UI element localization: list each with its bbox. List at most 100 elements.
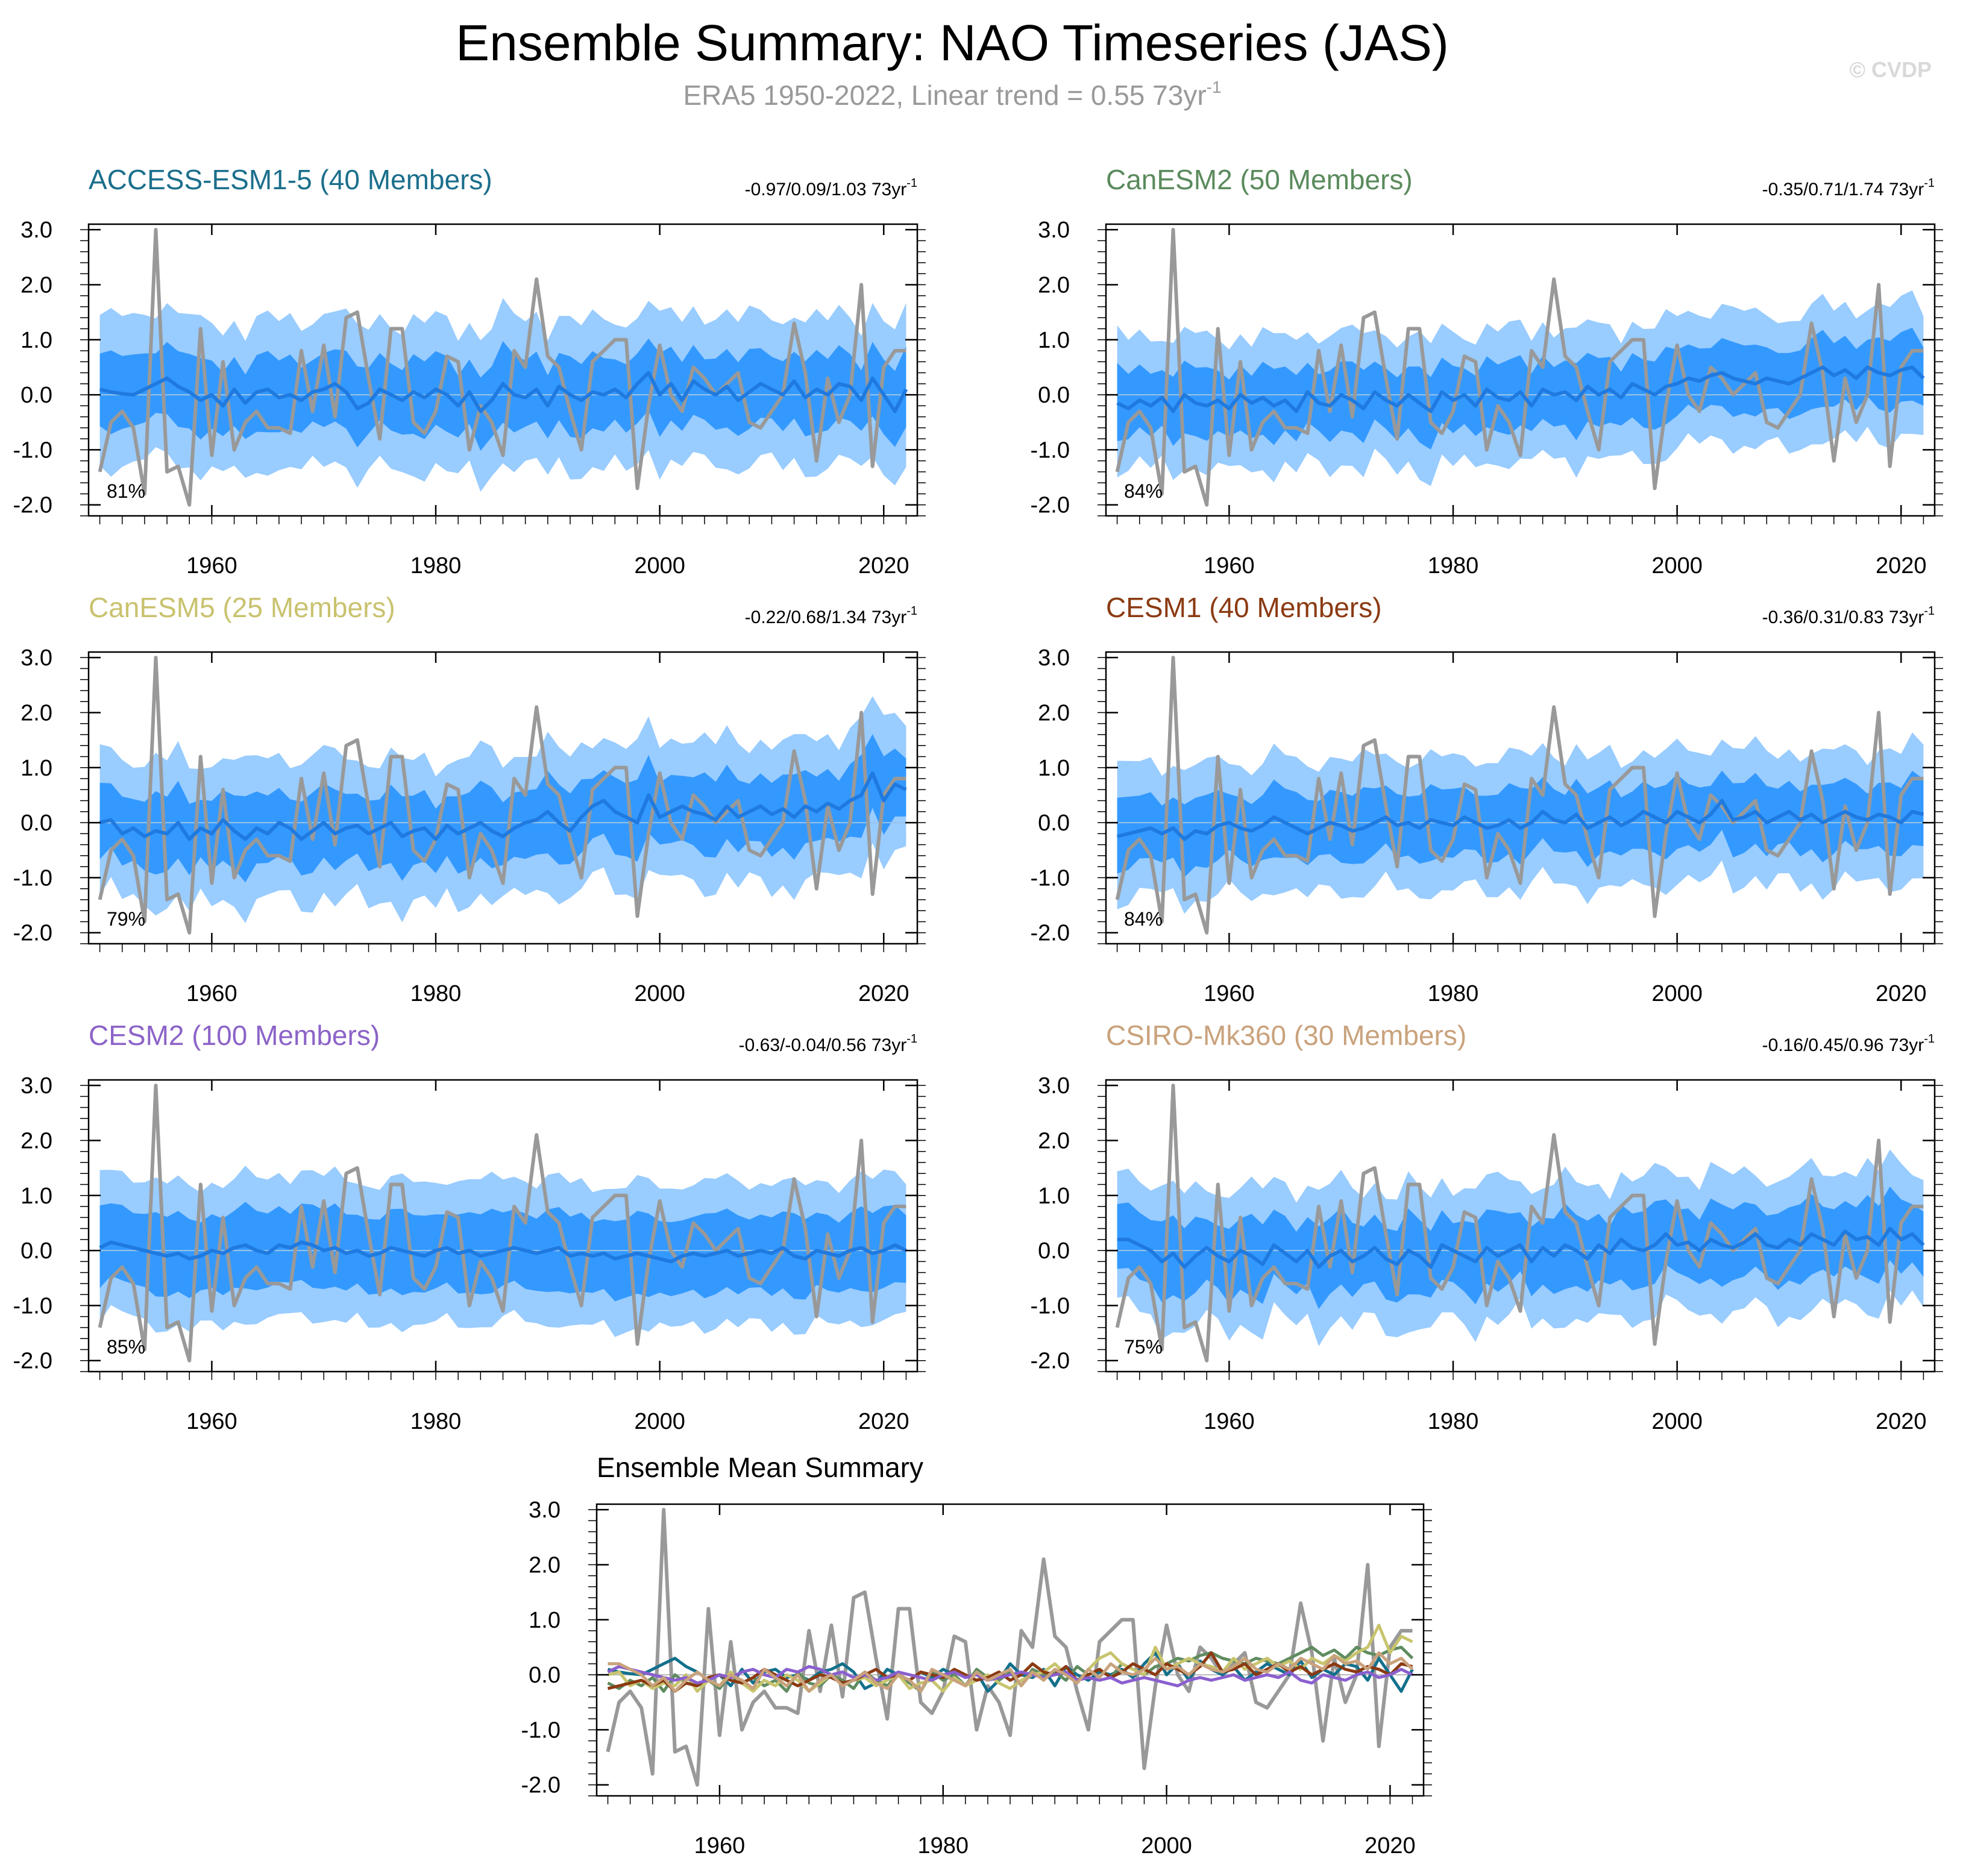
x-tick-label: 1980: [1428, 1409, 1479, 1434]
y-tick-label: -2.0: [1031, 493, 1070, 518]
y-tick-label: 1.0: [20, 756, 52, 781]
x-tick-label: 1980: [917, 1833, 969, 1859]
x-tick-label: 1980: [410, 1409, 462, 1434]
inner-spread-band: [1117, 770, 1924, 877]
x-tick-label: 1960: [694, 1833, 746, 1859]
ensemble-mean-line: [1117, 1226, 1925, 1269]
ensemble-mean-line: [99, 1240, 907, 1264]
y-tick-label: 0.0: [20, 1238, 52, 1264]
figure-title: Ensemble Summary: NAO Timeseries (JAS): [456, 14, 1449, 71]
observed-line: [606, 1508, 1413, 1787]
x-tick-label: 2000: [1651, 553, 1703, 579]
y-tick-label: 2.0: [20, 700, 52, 726]
y-tick-label: 0.0: [529, 1663, 561, 1688]
y-tick-label: -2.0: [13, 1349, 52, 1374]
trend-range: -0.97/0.09/1.03: [745, 180, 867, 199]
y-tick-label: -2.0: [13, 921, 52, 946]
x-tick-label: 2020: [858, 553, 909, 579]
x-tick-label: 1960: [1204, 553, 1255, 579]
ensemble-mean-line: [99, 371, 908, 413]
inner-spread-band: [99, 734, 906, 883]
trend-unit: 73yr: [867, 607, 907, 627]
model-panel: 3.0 2.0 1.0 0.0 -1.0 -2.0 1960 1980 2000 2020 CESM…: [1031, 592, 1943, 1006]
percent-label: 84%: [1124, 908, 1163, 930]
x-tick-label: 2000: [1651, 1409, 1703, 1434]
trend-label: -0.63/-0.04/0.56 73yr-1: [739, 1032, 917, 1055]
x-tick-label: 2020: [858, 1409, 909, 1434]
y-tick-label: -1.0: [1031, 1293, 1070, 1319]
model-panel: 3.0 2.0 1.0 0.0 -1.0 -2.0 1960 1980 2000 2020 CanE…: [1031, 164, 1943, 579]
trend-superscript: -1: [1924, 177, 1935, 190]
y-tick-label: 3.0: [20, 1073, 52, 1099]
trend-superscript: -1: [1924, 604, 1935, 618]
y-tick-label: -1.0: [521, 1718, 561, 1743]
y-tick-label: 1.0: [529, 1608, 561, 1633]
model-panel: 3.0 2.0 1.0 0.0 -1.0 -2.0 1960 1980 2000 2020 ACCE…: [13, 164, 926, 579]
y-tick-label: 2.0: [20, 272, 52, 298]
x-tick-label: 1960: [1204, 981, 1255, 1006]
trend-label: -0.35/0.71/1.74 73yr-1: [1762, 177, 1935, 199]
y-tick-label: 0.0: [20, 811, 52, 836]
y-tick-label: 1.0: [20, 1184, 52, 1209]
y-tick-label: -1.0: [13, 438, 52, 463]
y-tick-label: 0.0: [20, 383, 52, 408]
percent-label: 75%: [1124, 1336, 1163, 1358]
x-tick-label: 1960: [186, 981, 237, 1006]
panel-title: CESM2 (100 Members): [89, 1020, 380, 1051]
y-tick-label: 2.0: [1038, 272, 1070, 298]
y-tick-label: -2.0: [1031, 921, 1070, 946]
y-tick-label: -2.0: [521, 1773, 561, 1798]
trend-range: -0.35/0.71/1.74: [1762, 180, 1884, 199]
y-tick-label: 3.0: [1038, 218, 1070, 243]
trend-unit: 73yr: [1884, 180, 1924, 199]
trend-label: -0.97/0.09/1.03 73yr-1: [745, 177, 917, 199]
y-tick-label: 3.0: [20, 218, 52, 243]
x-tick-label: 1960: [186, 553, 237, 579]
y-tick-label: -1.0: [13, 865, 52, 891]
trend-range: -0.63/-0.04/0.56: [739, 1035, 867, 1055]
panel-title: ACCESS-ESM1-5 (40 Members): [89, 164, 492, 195]
trend-unit: 73yr: [867, 180, 907, 199]
figure-subtitle: ERA5 1950-2022, Linear trend = 0.55 73yr…: [683, 78, 1221, 111]
trend-range: -0.36/0.31/0.83: [1762, 607, 1884, 627]
trend-superscript: -1: [906, 1032, 917, 1046]
x-tick-label: 1980: [1428, 553, 1479, 579]
y-tick-label: -1.0: [1031, 865, 1070, 891]
y-tick-label: -2.0: [13, 493, 52, 518]
x-tick-label: 1960: [186, 1409, 237, 1434]
model-panel: 3.0 2.0 1.0 0.0 -1.0 -2.0 1960 1980 2000 2020 CESM…: [13, 1020, 926, 1434]
x-tick-label: 2020: [858, 981, 909, 1006]
y-tick-label: 2.0: [1038, 1128, 1070, 1153]
x-tick-label: 2020: [1365, 1833, 1416, 1859]
panel-title: CanESM5 (25 Members): [89, 592, 395, 623]
panel-title: CSIRO-Mk360 (30 Members): [1106, 1020, 1466, 1051]
x-tick-label: 2020: [1876, 981, 1927, 1006]
y-tick-label: 3.0: [1038, 645, 1070, 671]
subtitle-superscript: -1: [1207, 78, 1222, 96]
subtitle-text: ERA5 1950-2022, Linear trend = 0.55 73yr: [683, 80, 1206, 111]
model-panel: 3.0 2.0 1.0 0.0 -1.0 -2.0 1960 1980 2000 2020 CSIR…: [1031, 1020, 1943, 1434]
inner-spread-band: [1117, 327, 1924, 450]
ensemble-mean-line: [1116, 365, 1925, 413]
y-tick-label: 1.0: [1038, 756, 1070, 781]
panel-title: CESM1 (40 Members): [1106, 592, 1382, 623]
plot-frame: [595, 1503, 1425, 1797]
y-tick-label: -1.0: [1031, 438, 1070, 463]
trend-range: -0.22/0.68/1.34: [745, 607, 867, 627]
y-tick-label: 3.0: [529, 1498, 561, 1523]
trend-unit: 73yr: [1884, 607, 1924, 627]
y-tick-label: 2.0: [1038, 700, 1070, 726]
trend-label: -0.36/0.31/0.83 73yr-1: [1762, 604, 1935, 627]
percent-label: 84%: [1124, 480, 1163, 502]
trend-superscript: -1: [1924, 1032, 1935, 1046]
observed-line: [98, 656, 906, 935]
x-tick-label: 1980: [1428, 981, 1479, 1006]
x-tick-label: 2020: [1876, 553, 1927, 579]
x-tick-label: 2000: [634, 1409, 685, 1434]
percent-label: 85%: [107, 1336, 145, 1358]
summary-panel: 3.0 2.0 1.0 0.0 -1.0 -2.0 1960 1980 2000 2020 Ense…: [521, 1452, 1432, 1859]
y-tick-label: 2.0: [529, 1552, 561, 1578]
y-tick-label: 1.0: [1038, 1184, 1070, 1209]
trend-unit: 73yr: [1884, 1035, 1924, 1055]
